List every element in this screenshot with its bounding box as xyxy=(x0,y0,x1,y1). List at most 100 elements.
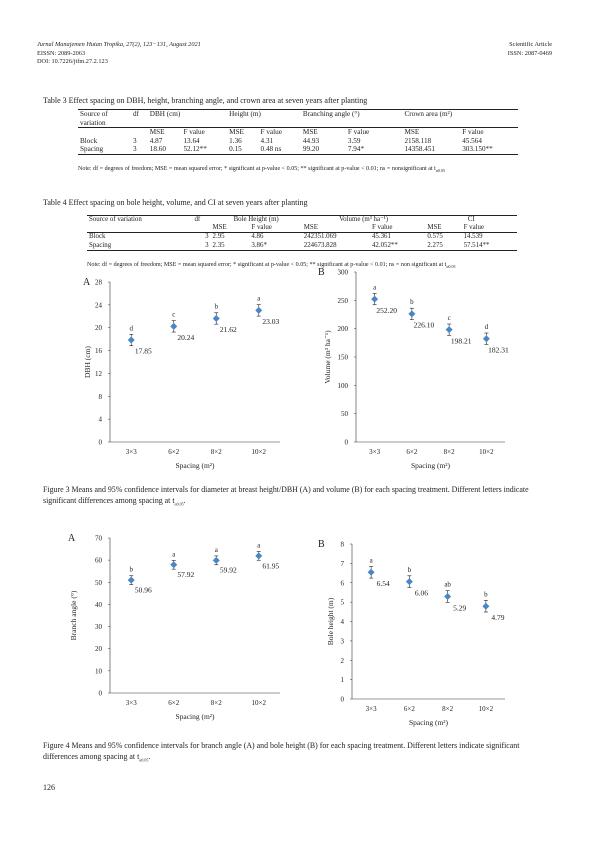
table-cell: 99.20 xyxy=(302,145,320,154)
panel-letter: A xyxy=(68,533,76,544)
t3-subhead: MSE xyxy=(229,128,244,137)
data-point xyxy=(367,568,375,576)
y-tick-label: 150 xyxy=(338,354,349,362)
y-tick-label: 8 xyxy=(99,393,103,401)
significance-letter: a xyxy=(215,546,219,554)
significance-letter: a xyxy=(257,295,261,303)
x-tick-label: 6×2 xyxy=(406,448,417,456)
y-tick-label: 6 xyxy=(341,579,345,587)
data-label: 17.85 xyxy=(135,347,152,356)
table-cell: 3.86* xyxy=(251,241,267,249)
panel-letter: B xyxy=(318,539,325,550)
y-axis-label: Bole height (m) xyxy=(326,597,335,645)
panel-letter: B xyxy=(318,267,325,278)
data-label: 6.06 xyxy=(415,588,428,597)
doi: DOI: 10.7226/jtfm.27.2.123 xyxy=(37,58,108,66)
table-cell: 3 xyxy=(205,233,209,241)
y-tick-label: 8 xyxy=(341,541,345,549)
x-tick-label: 6×2 xyxy=(404,705,415,713)
significance-letter: b xyxy=(215,303,219,311)
data-label: 182.31 xyxy=(488,345,509,354)
y-tick-label: 0 xyxy=(99,439,103,447)
figure4-panel-a: A 0 10 20 30 40 50 60 70 3×3 6×2 8×2 10×2 Spacing (m²… xyxy=(68,533,280,721)
t3-head-crown: Crown area (m²) xyxy=(404,110,453,118)
x-axis-label: Spacing (m²) xyxy=(175,712,215,721)
significance-letter: b xyxy=(130,566,134,574)
x-tick-label: 3×3 xyxy=(126,448,137,456)
figure3-caption-sub: α0.05 xyxy=(174,501,184,507)
significance-letter: b xyxy=(484,590,488,598)
figure3-panel-b: B 0 50 100 150 200 250 300 3×3 6×2 8×2 10×2 Spacing … xyxy=(318,267,509,470)
x-tick-label: 3×3 xyxy=(366,705,377,713)
data-point xyxy=(371,295,379,303)
data-point xyxy=(255,552,263,560)
data-point xyxy=(212,314,220,322)
x-tick-label: 8×2 xyxy=(444,448,455,456)
table3-caption: Table 3 Effect spacing on DBH, height, b… xyxy=(43,96,368,105)
data-point xyxy=(170,561,178,569)
data-point xyxy=(255,306,263,314)
t3-subhead: MSE xyxy=(404,128,420,137)
t3-subhead: MSE xyxy=(302,128,318,137)
y-tick-label: 4 xyxy=(99,416,103,424)
figure3-caption-text: Figure 3 Means and 95% confidence interv… xyxy=(43,485,529,505)
y-tick-label: 16 xyxy=(95,347,103,355)
data-point xyxy=(127,576,135,584)
data-label: 4.79 xyxy=(491,613,504,622)
y-tick-label: 0 xyxy=(341,696,345,704)
y-axis-label: Volume (m³ ha⁻¹) xyxy=(323,330,332,384)
table-cell: 44.93 xyxy=(302,136,320,145)
table-cell: Block xyxy=(80,136,98,145)
t3-subhead: F value xyxy=(347,128,370,137)
data-label: 57.92 xyxy=(177,570,194,579)
table4-note: Note: df = degrees of freedom; MSE = mea… xyxy=(87,262,517,271)
running-header-left: Jurnal Manajemen Hutan Tropika, 27(2), 1… xyxy=(37,41,201,67)
y-tick-label: 2 xyxy=(341,657,345,665)
x-axis-label: Spacing (m²) xyxy=(411,461,451,470)
t4-head-bole: Bole Height (m) xyxy=(233,216,279,223)
data-point xyxy=(212,556,220,564)
table4: Source of variation df Bole Height (m) V… xyxy=(87,215,517,251)
table-cell: 45.564 xyxy=(462,136,482,145)
table3-note-text: Note: df = degrees of freedom; MSE = mea… xyxy=(78,166,436,172)
table-cell: Spacing xyxy=(89,241,112,249)
x-axis-label: Spacing (m²) xyxy=(409,718,449,727)
data-point xyxy=(482,335,490,343)
table-cell: 57.514** xyxy=(463,241,490,249)
y-tick-label: 40 xyxy=(95,601,103,609)
table-cell: 0.575 xyxy=(427,233,443,241)
figure3-panel-a: A 0 4 8 12 16 20 24 28 3×3 6×2 8×2 10×2 Spacing (m²) D… xyxy=(83,277,280,470)
y-tick-label: 200 xyxy=(338,325,349,333)
t4-subhead: MSE xyxy=(427,224,442,232)
t3-head-dbh: DBH (cm) xyxy=(149,110,181,118)
journal-citation: Jurnal Manajemen Hutan Tropika, 27(2), 1… xyxy=(37,41,201,48)
data-point xyxy=(444,593,452,601)
table-cell: 3 xyxy=(133,136,137,145)
x-tick-label: 3×3 xyxy=(126,699,137,707)
t3-subhead: F value xyxy=(183,128,205,137)
x-tick-label: 10×2 xyxy=(479,448,494,456)
table-row: Block 3 4.87 13.64 1.36 4.31 44.93 3.59 … xyxy=(78,137,518,146)
t3-subhead: MSE xyxy=(149,128,165,137)
table-cell: 7.94* xyxy=(347,145,365,154)
t3-head-branch: Branching angle (°) xyxy=(302,110,360,118)
table4-note-sub: α0.05 xyxy=(446,264,456,270)
data-point xyxy=(127,336,135,344)
table-cell: 42.052** xyxy=(371,241,398,249)
x-tick-label: 3×3 xyxy=(369,448,380,456)
t3-head-source-2: variation xyxy=(80,118,106,127)
x-tick-label: 6×2 xyxy=(168,448,179,456)
figure4-caption-sub: α0.05 xyxy=(139,757,149,763)
data-point xyxy=(405,578,413,586)
table-cell: 0.48 ns xyxy=(260,145,282,154)
significance-letter: a xyxy=(257,541,261,549)
panel-letter: A xyxy=(83,277,91,288)
data-label: 23.03 xyxy=(262,317,279,326)
y-tick-label: 5 xyxy=(341,599,345,607)
table-cell: 13.64 xyxy=(183,136,200,145)
x-axis-label: Spacing (m²) xyxy=(175,461,215,470)
table-cell: 4.31 xyxy=(260,136,274,145)
significance-letter: b xyxy=(408,566,412,574)
y-tick-label: 50 xyxy=(341,410,349,418)
y-tick-label: 60 xyxy=(95,557,103,565)
